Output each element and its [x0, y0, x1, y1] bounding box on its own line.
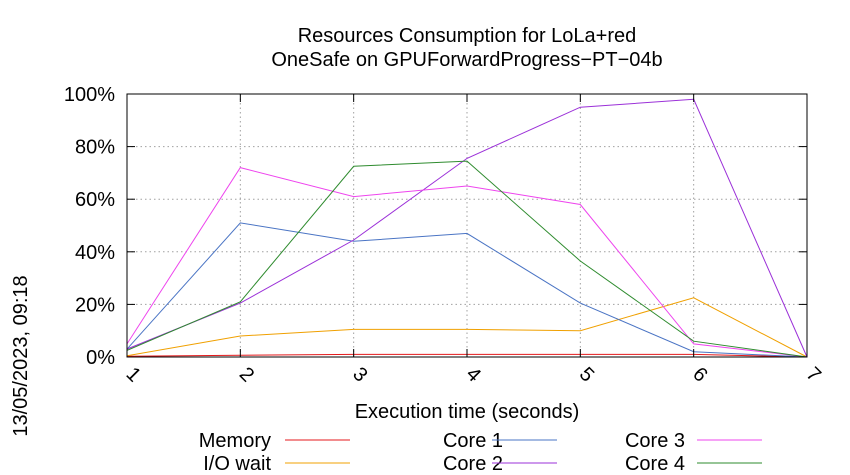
- y-tick-label: 60%: [75, 189, 115, 211]
- timestamp-label: 13/05/2023, 09:18: [10, 275, 32, 436]
- y-tick-labels: 0% 20% 40% 60% 80% 100%: [64, 84, 115, 369]
- series-line-i-o-wait: [126, 297, 808, 358]
- legend-label: Core 1: [443, 430, 503, 452]
- x-tick-label: 4: [462, 363, 485, 386]
- legend-label: Core 4: [625, 453, 685, 475]
- chart-title-line-1: Resources Consumption for LoLa+red: [298, 25, 637, 47]
- x-tick-label: 1: [122, 363, 145, 386]
- series-line-core-4: [126, 160, 808, 358]
- y-tick-label: 20%: [75, 294, 115, 316]
- x-tick-label: 6: [688, 363, 711, 386]
- grid: [127, 94, 807, 357]
- legend-label: Core 2: [443, 453, 503, 475]
- y-tick-label: 0%: [86, 347, 115, 369]
- legend-label: Core 3: [625, 430, 685, 452]
- legend-label: I/O wait: [203, 453, 271, 475]
- legend-label: Memory: [199, 430, 271, 452]
- x-axis-label: Execution time (seconds): [355, 401, 580, 423]
- x-tick-label: 7: [802, 363, 825, 386]
- y-tick-label: 100%: [64, 84, 115, 106]
- y-tick-label: 80%: [75, 137, 115, 159]
- tick-marks: [126, 93, 808, 358]
- series-lines: [126, 98, 808, 358]
- x-tick-label: 2: [235, 363, 258, 386]
- series-line-core-3: [126, 167, 808, 358]
- x-tick-label: 5: [575, 363, 598, 386]
- series-line-core-2: [126, 98, 808, 358]
- y-tick-label: 40%: [75, 242, 115, 264]
- x-tick-labels: 1 2 3 4 5 6 7: [122, 363, 825, 386]
- chart-title-line-2: OneSafe on GPUForwardProgress−PT−04b: [271, 49, 662, 71]
- x-tick-label: 3: [348, 363, 371, 386]
